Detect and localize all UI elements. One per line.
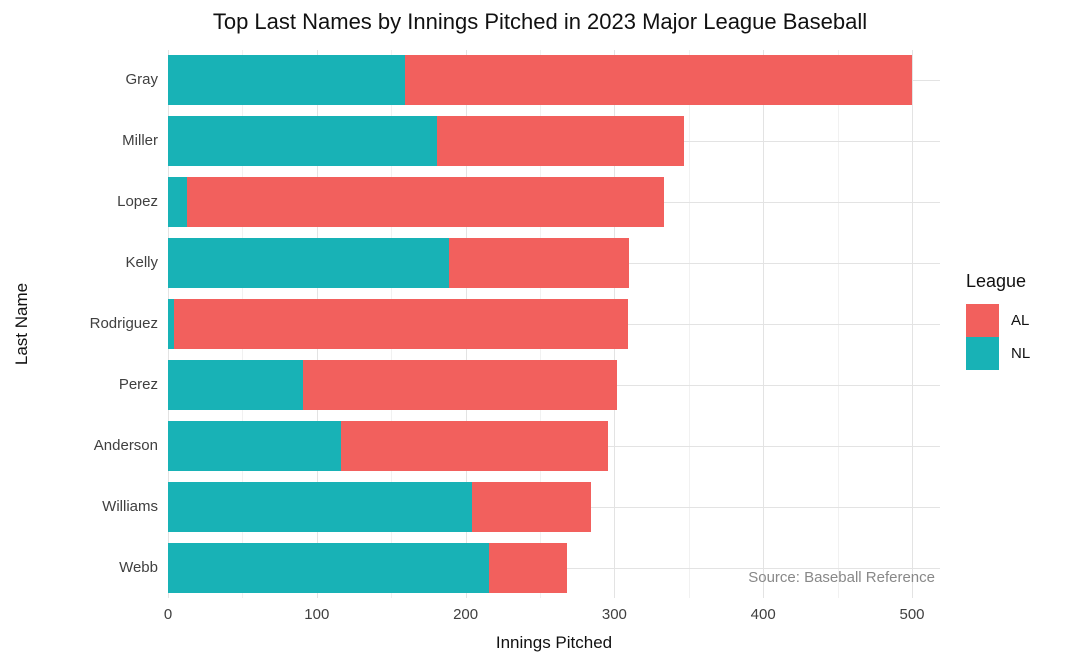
bar-segment-rodriguez-nl bbox=[168, 299, 174, 349]
bar-segment-williams-al bbox=[471, 481, 591, 532]
y-tick-label-rodriguez: Rodriguez bbox=[89, 315, 158, 332]
legend-entry-nl: NL bbox=[966, 337, 1076, 370]
y-tick-label-anderson: Anderson bbox=[93, 436, 158, 454]
bar-anderson bbox=[168, 420, 609, 471]
bar-segment-lopez-al bbox=[187, 177, 664, 228]
bar-segment-williams-nl bbox=[168, 481, 472, 532]
bar-williams bbox=[168, 481, 591, 532]
plot-panel bbox=[168, 50, 940, 598]
x-tick-label-0: 0 bbox=[163, 606, 173, 623]
bar-segment-kelly-al bbox=[449, 238, 630, 289]
y-tick-label-lopez: Lopez bbox=[117, 193, 158, 211]
bar-segment-perez-nl bbox=[168, 359, 304, 410]
bar-rodriguez bbox=[168, 299, 628, 349]
bar-gray bbox=[168, 55, 912, 106]
bar-segment-gray-nl bbox=[168, 55, 405, 106]
legend-label-al: AL bbox=[1011, 312, 1030, 329]
bar-miller bbox=[168, 116, 685, 167]
y-tick-label-kelly: Kelly bbox=[125, 254, 158, 272]
x-axis-title: Innings Pitched bbox=[495, 633, 613, 652]
bar-webb bbox=[168, 542, 567, 593]
legend-entries: AL NL bbox=[966, 304, 1076, 370]
legend-entry-al: AL bbox=[966, 304, 1076, 337]
legend: League AL NL bbox=[966, 271, 1076, 370]
bar-segment-webb-nl bbox=[168, 542, 490, 593]
bar-lopez bbox=[168, 177, 664, 228]
x-tick-label-500: 500 bbox=[899, 606, 925, 623]
bar-segment-anderson-nl bbox=[168, 420, 341, 471]
legend-label-nl: NL bbox=[1011, 345, 1031, 362]
bar-perez bbox=[168, 359, 618, 410]
y-tick-label-gray: Gray bbox=[125, 71, 158, 89]
source-annotation: Source: Baseball Reference bbox=[748, 569, 935, 586]
legend-title: League bbox=[966, 271, 1027, 291]
y-tick-label-williams: Williams bbox=[102, 497, 158, 515]
y-tick-label-miller: Miller bbox=[122, 132, 158, 150]
x-tick-label-200: 200 bbox=[453, 606, 479, 623]
y-tick-label-webb: Webb bbox=[119, 558, 158, 576]
bar-segment-anderson-al bbox=[340, 420, 609, 471]
bar-segment-kelly-nl bbox=[168, 238, 450, 289]
y-tick-label-perez: Perez bbox=[118, 375, 158, 393]
y-axis-title: Last Name bbox=[12, 282, 31, 366]
bar-segment-rodriguez-al bbox=[173, 299, 628, 349]
x-tick-label-100: 100 bbox=[304, 606, 330, 623]
x-tick-label-300: 300 bbox=[601, 606, 627, 623]
chart-title: Top Last Names by Innings Pitched in 202… bbox=[212, 9, 868, 34]
x-tick-label-400: 400 bbox=[750, 606, 776, 623]
bar-kelly bbox=[168, 238, 630, 289]
bar-segment-gray-al bbox=[404, 55, 912, 106]
bar-segment-lopez-nl bbox=[168, 177, 188, 228]
legend-swatch-al bbox=[966, 304, 999, 337]
legend-swatch-nl bbox=[966, 337, 999, 370]
bar-segment-miller-nl bbox=[168, 116, 438, 167]
bar-segment-webb-al bbox=[489, 542, 567, 593]
bar-segment-miller-al bbox=[437, 116, 685, 167]
bar-segment-perez-al bbox=[303, 359, 618, 410]
